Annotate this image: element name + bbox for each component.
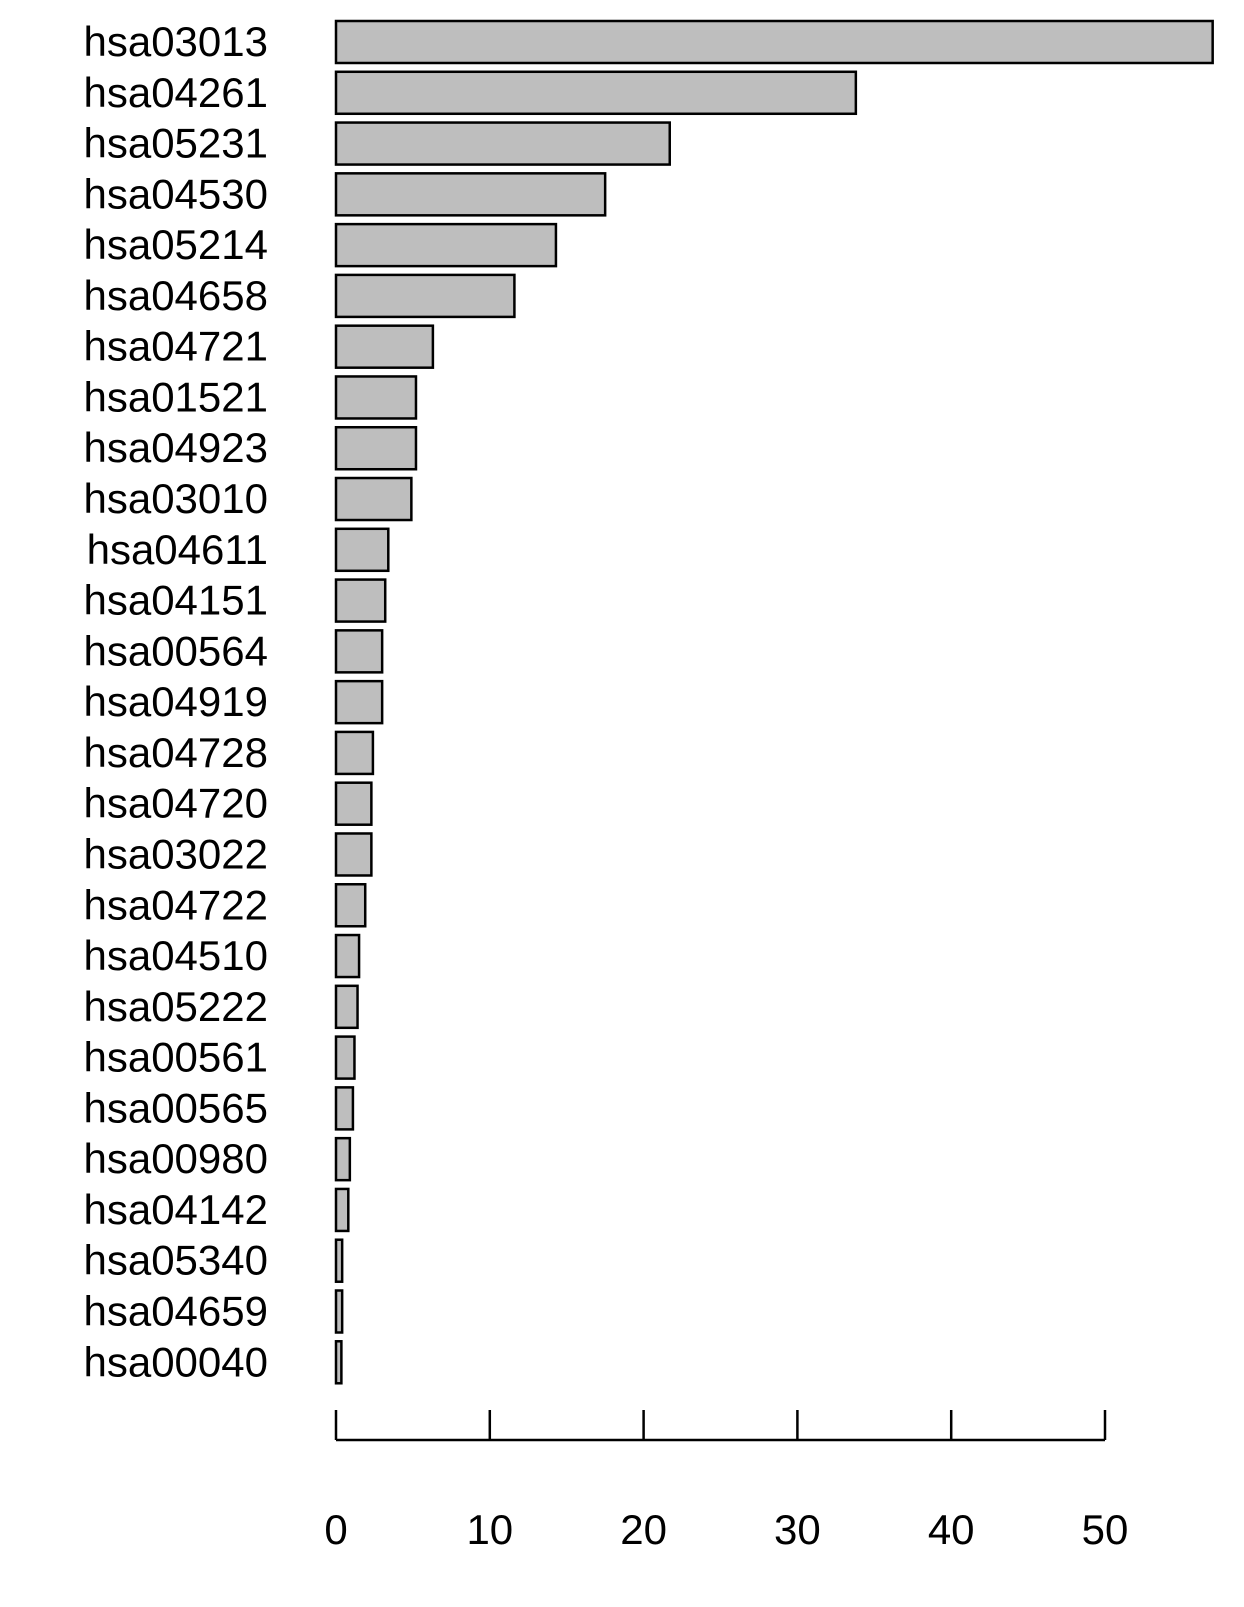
bar-hsa03010 [334, 476, 413, 522]
category-label-hsa03010: hsa03010 [83, 475, 268, 522]
category-label-hsa04659: hsa04659 [83, 1288, 268, 1335]
category-label-hsa04919: hsa04919 [83, 678, 268, 725]
category-label-hsa03013: hsa03013 [83, 18, 268, 65]
category-label-hsa04720: hsa04720 [83, 780, 268, 827]
category-label-hsa04923: hsa04923 [83, 424, 268, 471]
category-label-hsa05214: hsa05214 [83, 221, 268, 268]
category-label-hsa04728: hsa04728 [83, 729, 268, 776]
bar-hsa00980 [334, 1136, 352, 1182]
bar-hsa04530 [334, 172, 607, 217]
bar-hsa04728 [334, 730, 375, 776]
bar-hsa05222 [334, 984, 359, 1030]
bar-hsa03022 [334, 832, 373, 877]
bar-hsa05231 [334, 121, 671, 166]
bar-hsa04658 [334, 273, 516, 319]
bar-hsa05214 [334, 222, 558, 268]
category-label-hsa01521: hsa01521 [83, 373, 268, 420]
category-label-hsa05222: hsa05222 [83, 983, 268, 1030]
bar-hsa04923 [334, 425, 418, 471]
category-label-hsa00561: hsa00561 [83, 1034, 268, 1081]
bar-hsa04151 [334, 578, 387, 623]
bar-hsa04510 [334, 933, 361, 979]
x-axis: 0 10 20 30 40 50 [324, 1410, 1128, 1553]
category-label-hsa04722: hsa04722 [83, 881, 268, 928]
category-label-hsa04721: hsa04721 [83, 323, 268, 370]
bar-hsa00561 [334, 1035, 356, 1080]
category-labels-group: hsa03013hsa04261hsa05231hsa04530hsa05214… [83, 18, 268, 1385]
bar-hsa01521 [334, 375, 418, 420]
category-label-hsa00040: hsa00040 [83, 1338, 268, 1385]
bar-hsa04721 [334, 324, 435, 369]
category-label-hsa03022: hsa03022 [83, 830, 268, 877]
x-tick-label-20: 20 [620, 1506, 667, 1553]
category-label-hsa04261: hsa04261 [83, 69, 268, 116]
bar-hsa03013 [334, 19, 1214, 65]
category-label-hsa05231: hsa05231 [83, 120, 268, 167]
bar-hsa04722 [334, 883, 367, 928]
bar-hsa04611 [334, 527, 390, 573]
bar-hsa04919 [334, 679, 384, 725]
bar-hsa04659 [334, 1289, 344, 1334]
bar-hsa00565 [334, 1086, 355, 1131]
bar-hsa04720 [334, 781, 373, 826]
x-tick-label-40: 40 [928, 1506, 975, 1553]
x-tick-label-50: 50 [1082, 1506, 1129, 1553]
category-label-hsa00565: hsa00565 [83, 1084, 268, 1131]
category-label-hsa04142: hsa04142 [83, 1186, 268, 1233]
category-label-hsa00564: hsa00564 [83, 627, 268, 674]
bar-hsa00040 [334, 1340, 343, 1385]
x-tick-label-30: 30 [774, 1506, 821, 1553]
bar-hsa05340 [334, 1238, 344, 1283]
category-label-hsa04151: hsa04151 [83, 577, 268, 624]
category-label-hsa05340: hsa05340 [83, 1237, 268, 1284]
category-label-hsa04510: hsa04510 [83, 932, 268, 979]
x-tick-label-0: 0 [324, 1506, 347, 1553]
x-tick-label-10: 10 [466, 1506, 513, 1553]
category-label-hsa04530: hsa04530 [83, 170, 268, 217]
category-label-hsa04611: hsa04611 [87, 526, 268, 573]
category-label-hsa00980: hsa00980 [83, 1135, 268, 1182]
bar-hsa04142 [334, 1187, 350, 1233]
bar-hsa04261 [334, 70, 858, 116]
category-label-hsa04658: hsa04658 [83, 272, 268, 319]
bar-hsa00564 [334, 629, 384, 674]
bars-group [334, 19, 1214, 1385]
